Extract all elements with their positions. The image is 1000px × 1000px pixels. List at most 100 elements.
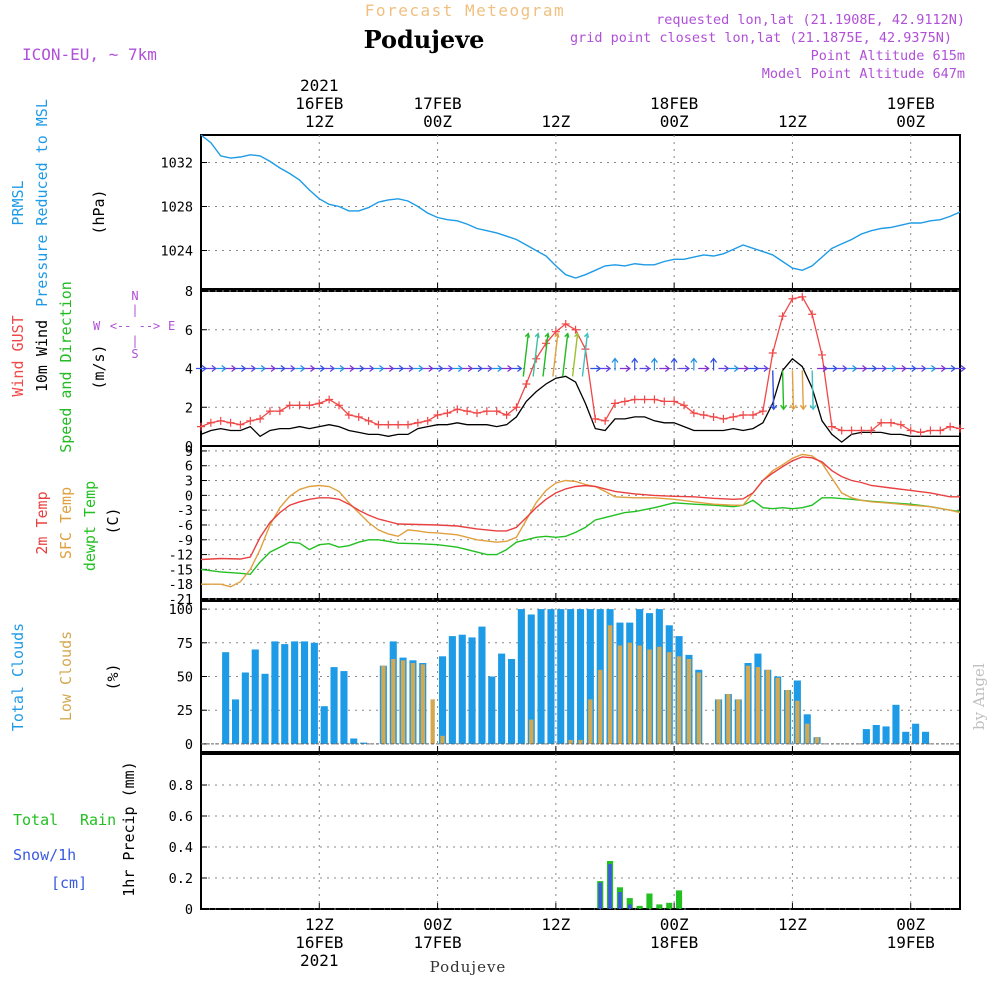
- y-tick-label-temperature: 6: [185, 459, 193, 475]
- wind-barb: [836, 365, 848, 372]
- wind-barb: [393, 365, 405, 372]
- wind-barb: [698, 365, 710, 372]
- gust-point: [325, 395, 334, 404]
- panel-frame-temperature: [200, 445, 961, 600]
- top-time-label: 18FEB: [650, 94, 698, 113]
- total-cloud-bar: [478, 626, 486, 744]
- bottom-time-label: 00Z: [896, 915, 925, 934]
- wind-barb: [905, 365, 917, 372]
- wind-barb: [235, 365, 247, 372]
- gust-point: [502, 411, 511, 419]
- gust-point: [404, 420, 412, 429]
- gust-point: [926, 426, 935, 435]
- gust-line: [200, 296, 961, 434]
- y-tick-label-wind: 0: [185, 439, 193, 455]
- gust-point: [315, 399, 324, 408]
- gust-point: [758, 407, 767, 416]
- bottom-time-label: 12Z: [305, 915, 334, 934]
- total-cloud-bar: [448, 636, 456, 744]
- wind-barb: [757, 365, 769, 372]
- compass-arrows: <-- -->: [110, 319, 161, 333]
- dewpoint-line: [200, 497, 961, 576]
- total-cloud-bar: [517, 609, 525, 744]
- low-cloud-bar: [430, 699, 435, 744]
- axis-label-wind-1: 10m Wind: [33, 320, 51, 392]
- wind-barb: [650, 357, 658, 371]
- low-cloud-bar: [726, 694, 731, 744]
- point-altitude: Point Altitude 615m: [811, 48, 965, 64]
- marks-layer: [196, 134, 966, 910]
- wind-barb-strong: [770, 370, 778, 411]
- bottom-time-label: 17FEB: [413, 933, 461, 952]
- total-cloud-bar: [232, 699, 240, 744]
- y-tick-label-temperature: -18: [169, 577, 193, 593]
- gust-point: [285, 401, 294, 410]
- gust-point: [857, 426, 866, 435]
- axis-label-precip-4: 1hr Precip (mm): [120, 761, 138, 896]
- wind-barb: [373, 365, 385, 372]
- top-time-label: 00Z: [660, 112, 689, 131]
- bottom-time-label: 12Z: [778, 915, 807, 934]
- y-tick-label-precip: 0.8: [169, 778, 193, 794]
- wind-barb: [452, 365, 464, 372]
- bottom-time-label: 18FEB: [650, 933, 698, 952]
- low-cloud-bar: [795, 700, 800, 744]
- gust-point: [512, 403, 521, 412]
- rain-bar: [626, 898, 633, 909]
- temp-2m-line: [200, 456, 960, 561]
- requested-coords: requested lon,lat (21.1908E, 42.9112N): [656, 12, 965, 28]
- y-tick-label-pressure: 1032: [160, 156, 193, 172]
- wind-barb: [462, 365, 474, 372]
- total-cloud-bar: [251, 649, 259, 744]
- gust-point: [640, 395, 649, 404]
- total-cloud-bar: [537, 609, 545, 744]
- wind-barb: [659, 365, 671, 372]
- gust-point: [571, 325, 580, 334]
- gust-point: [206, 418, 215, 427]
- total-cloud-bar: [586, 609, 594, 744]
- wind-barb: [670, 357, 678, 371]
- gust-point: [246, 416, 255, 425]
- compass-bar-bottom: |: [131, 334, 138, 348]
- y-tick-label-precip: 0.6: [169, 809, 193, 825]
- low-cloud-bar: [745, 665, 751, 744]
- wind-barb: [600, 365, 612, 372]
- y-tick-label-temperature: -9: [177, 533, 193, 549]
- wind-barb: [631, 357, 639, 371]
- total-cloud-bar: [458, 634, 466, 744]
- total-cloud-bar: [360, 742, 368, 744]
- y-tick-label-wind: 6: [185, 323, 193, 339]
- low-cloud-bar: [588, 699, 593, 744]
- wind-barb: [611, 357, 619, 371]
- total-cloud-bar: [468, 637, 476, 744]
- panel-frame-precip: [200, 753, 961, 910]
- gust-point: [739, 411, 748, 419]
- gust-point: [847, 426, 856, 435]
- y-tick-label-wind: 8: [185, 284, 193, 300]
- total-cloud-bar: [222, 652, 230, 744]
- low-cloud-bar: [410, 663, 416, 744]
- low-cloud-bar: [627, 642, 632, 744]
- wind-barb: [205, 365, 217, 372]
- y-tick-label-clouds: 0: [185, 737, 193, 753]
- axis-label-wind-3: (m/s): [90, 344, 108, 389]
- wind-barb: [590, 365, 602, 372]
- gust-point: [670, 397, 679, 406]
- watermark: by Angel: [970, 663, 988, 730]
- low-cloud-bar: [440, 735, 445, 744]
- gust-point: [423, 416, 432, 425]
- panels-layer: 10241028103202468-21-18-15-12-9-6-303690…: [9, 76, 961, 970]
- location-title: Podujeve: [364, 25, 485, 54]
- gust-point: [946, 422, 955, 431]
- gust-point: [818, 350, 826, 359]
- wind-barb: [343, 365, 355, 372]
- total-cloud-bar: [882, 726, 890, 744]
- wind-barb: [895, 365, 907, 372]
- low-cloud-bar: [420, 664, 425, 744]
- y-tick-label-temperature: -15: [169, 562, 193, 578]
- bottom-time-label: 00Z: [660, 915, 689, 934]
- wind-barb-strong: [581, 332, 590, 377]
- gust-point: [522, 380, 531, 388]
- low-cloud-bar: [805, 723, 810, 744]
- low-cloud-bar: [400, 660, 406, 744]
